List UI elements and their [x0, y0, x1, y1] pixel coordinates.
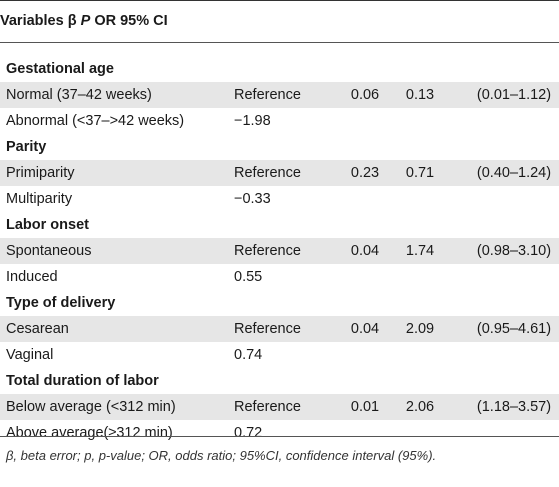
header-or: OR [94, 13, 117, 29]
table-row: Spontaneous Reference 0.04 1.74 (0.98–3.10) [0, 238, 559, 264]
row-shading [0, 238, 559, 264]
table-header-rule [0, 42, 559, 43]
cell-variable: Cesarean [6, 321, 69, 337]
section-title: Parity [6, 139, 47, 155]
cell-beta: Reference [234, 243, 301, 259]
cell-variable: Multiparity [6, 191, 73, 207]
cell-beta: 0.74 [234, 347, 263, 363]
table-row: Above average(≥312 min) 0.72 [0, 420, 559, 446]
table-row: Primiparity Reference 0.23 0.71 (0.40–1.24) [0, 160, 559, 186]
cell-ci: (0.40–1.24) [476, 165, 552, 181]
table-row: Normal (37–42 weeks) Reference 0.06 0.13 (0.… [0, 82, 559, 108]
cell-ci: (0.95–4.61) [476, 321, 552, 337]
cell-beta: Reference [234, 165, 301, 181]
cell-or: 1.74 [405, 243, 435, 259]
cell-p: 0.04 [350, 321, 380, 337]
table-footnote: β, beta error; p, p-value; OR, odds rati… [6, 448, 437, 463]
cell-or: 0.71 [405, 165, 435, 181]
section-header: Labor onset [0, 212, 559, 238]
table-top-rule [0, 0, 559, 1]
table-row: Multiparity −0.33 [0, 186, 559, 212]
table-bottom-rule [0, 436, 559, 437]
header-variables: Variables [0, 13, 64, 29]
cell-variable: Vaginal [6, 347, 54, 363]
row-shading [0, 82, 559, 108]
header-beta: β [67, 13, 77, 29]
table-row: Induced 0.55 [0, 264, 559, 290]
cell-beta: 0.72 [234, 425, 263, 441]
cell-p: 0.23 [350, 165, 380, 181]
table-row: Abnormal (<37–>42 weeks) −1.98 [0, 108, 559, 134]
cell-variable: Induced [6, 269, 58, 285]
cell-beta: Reference [234, 87, 301, 103]
row-shading [0, 394, 559, 420]
cell-variable: Below average (<312 min) [6, 399, 176, 415]
cell-beta: 0.55 [234, 269, 263, 285]
cell-ci: (0.98–3.10) [476, 243, 552, 259]
cell-variable: Primiparity [6, 165, 75, 181]
section-header: Total duration of labor [0, 368, 559, 394]
cell-variable: Above average(≥312 min) [6, 425, 173, 441]
row-shading [0, 316, 559, 342]
cell-beta: Reference [234, 399, 301, 415]
section-title: Labor onset [6, 217, 89, 233]
section-title: Gestational age [6, 61, 114, 77]
cell-ci: (1.18–3.57) [476, 399, 552, 415]
cell-p: 0.04 [350, 243, 380, 259]
cell-variable: Spontaneous [6, 243, 92, 259]
cell-ci: (0.01–1.12) [476, 87, 552, 103]
cell-variable: Abnormal (<37–>42 weeks) [6, 113, 185, 129]
cell-p: 0.06 [350, 87, 380, 103]
table-header: Variables β P OR 95% CI [0, 0, 559, 42]
section-header: Type of delivery [0, 290, 559, 316]
cell-beta: −1.98 [234, 113, 271, 129]
table-row: Vaginal 0.74 [0, 342, 559, 368]
section-title: Type of delivery [6, 295, 116, 311]
header-p: P [80, 13, 91, 29]
header-ci: 95% CI [120, 13, 168, 29]
cell-variable: Normal (37–42 weeks) [6, 87, 152, 103]
cell-beta: Reference [234, 321, 301, 337]
cell-or: 2.06 [405, 399, 435, 415]
row-shading [0, 160, 559, 186]
section-title: Total duration of labor [6, 373, 159, 389]
section-header: Parity [0, 134, 559, 160]
cell-beta: −0.33 [234, 191, 271, 207]
cell-or: 2.09 [405, 321, 435, 337]
section-header: Gestational age [0, 56, 559, 82]
table-row: Cesarean Reference 0.04 2.09 (0.95–4.61) [0, 316, 559, 342]
cell-or: 0.13 [405, 87, 435, 103]
cell-p: 0.01 [350, 399, 380, 415]
table-row: Below average (<312 min) Reference 0.01 2.0… [0, 394, 559, 420]
